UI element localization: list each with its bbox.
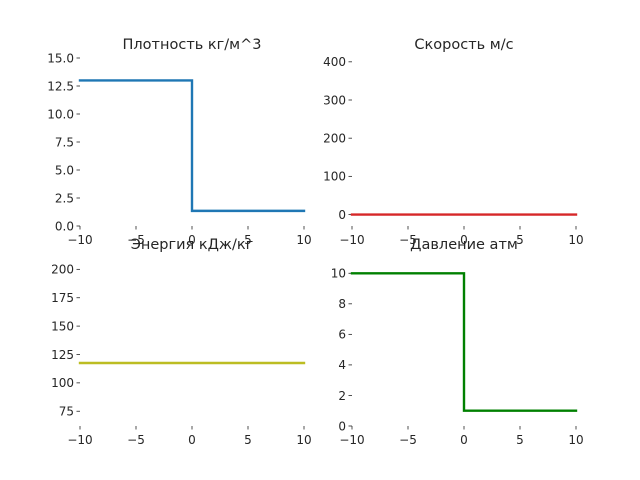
chart-title-pressure: Давление атм — [410, 237, 518, 253]
series-line-density — [78, 79, 306, 213]
x-tick-label: 0 — [188, 433, 196, 447]
x-tick-label: 0 — [460, 233, 468, 247]
x-tick-label: 10 — [296, 233, 311, 247]
y-tick-label: 15.0 — [47, 51, 74, 65]
y-tick-label: 0 — [338, 208, 346, 222]
subplot-energy: Энергия кДж/кг 75 100 125 150 175 200 −10 −5 0 5 10 — [51, 237, 312, 447]
x-tick-label: −10 — [67, 433, 92, 447]
y-tick-label: 200 — [51, 263, 74, 277]
y-tick-label: 175 — [51, 291, 74, 305]
y-tick-label: 8 — [338, 297, 346, 311]
x-tick-label: 0 — [460, 433, 468, 447]
x-tick-label: 0 — [188, 233, 196, 247]
x-tick-label: 10 — [568, 233, 583, 247]
x-tick-label: −10 — [339, 433, 364, 447]
x-tick-label: 10 — [568, 433, 583, 447]
x-tick-label: −5 — [127, 233, 145, 247]
subplot-pressure: Давление атм 0 2 4 6 8 10 −10 −5 0 5 10 — [331, 237, 584, 447]
chart-title-energy: Энергия кДж/кг — [131, 237, 254, 253]
y-tick-label: 200 — [323, 131, 346, 145]
x-tick-label: 10 — [296, 433, 311, 447]
subplot-velocity: Скорость м/с 0 100 200 300 400 −10 −5 0 5 10 — [323, 37, 584, 247]
chart-title-density: Плотность кг/м^3 — [123, 37, 262, 53]
x-tick-label: 5 — [516, 433, 524, 447]
y-tick-label: 10 — [331, 267, 346, 281]
series-line-pressure — [350, 272, 578, 412]
y-tick-label: 100 — [51, 376, 74, 390]
y-tick-label: 12.5 — [47, 79, 74, 93]
y-tick-label: 150 — [51, 319, 74, 333]
y-tick-label: 2 — [338, 389, 346, 403]
y-tick-label: 10.0 — [47, 107, 74, 121]
y-tick-label: 0 — [338, 419, 346, 433]
y-tick-label: 5.0 — [55, 163, 74, 177]
x-tick-label: −5 — [399, 233, 417, 247]
y-tick-label: 7.5 — [55, 135, 74, 149]
y-tick-label: 4 — [338, 358, 346, 372]
y-tick-label: 400 — [323, 55, 346, 69]
x-tick-label: 5 — [516, 233, 524, 247]
y-tick-label: 6 — [338, 328, 346, 342]
chart-title-velocity: Скорость м/с — [414, 37, 513, 53]
x-tick-label: 5 — [244, 233, 252, 247]
y-tick-label: 300 — [323, 93, 346, 107]
x-tick-label: 5 — [244, 433, 252, 447]
x-tick-label: −10 — [339, 233, 364, 247]
y-tick-label: 2.5 — [55, 191, 74, 205]
x-tick-label: −10 — [67, 233, 92, 247]
subplots: Плотность кг/м^3 0.0 2.5 5.0 7.5 10.0 12.5 15.0… — [47, 37, 583, 447]
subplot-density: Плотность кг/м^3 0.0 2.5 5.0 7.5 10.0 12.5 15.0… — [47, 37, 311, 247]
y-tick-label: 75 — [59, 405, 74, 419]
y-tick-label: 100 — [323, 170, 346, 184]
y-tick-label: 0.0 — [55, 219, 74, 233]
x-tick-label: −5 — [127, 433, 145, 447]
y-tick-label: 125 — [51, 348, 74, 362]
x-tick-label: −5 — [399, 433, 417, 447]
